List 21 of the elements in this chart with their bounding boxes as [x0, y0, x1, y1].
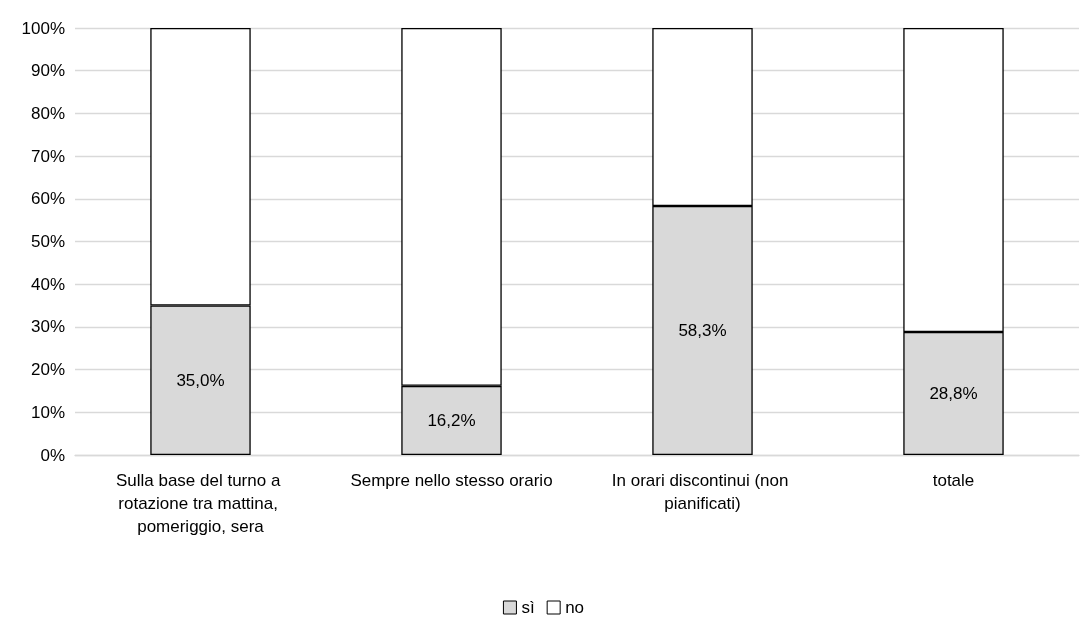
data-label: 58,3% — [678, 321, 727, 341]
y-tick-label: 40% — [30, 274, 65, 294]
y-tick-label: 100% — [21, 18, 65, 38]
y-tick-label: 90% — [30, 61, 65, 81]
x-tick-label: totale — [932, 471, 975, 490]
legend-label: sì — [521, 598, 535, 617]
y-tick-label: 70% — [30, 146, 65, 166]
y-tick-label: 80% — [30, 103, 65, 123]
y-tick-label: 50% — [30, 232, 65, 251]
x-tick-label: Sempre nello stesso orario — [350, 471, 553, 490]
y-tick-label: 20% — [30, 360, 65, 380]
x-tick-label: Sulla base del turno a rotazione tra mattina, pomeriggio, sera — [115, 471, 286, 536]
data-label: 35,0% — [176, 370, 225, 390]
y-tick-label: 0% — [40, 445, 65, 465]
y-tick-label: 60% — [30, 189, 65, 209]
y-tick-label: 10% — [30, 402, 65, 422]
legend-label: no — [565, 598, 585, 617]
x-tick-label: In orari discontinui (non pianificati) — [611, 471, 794, 513]
data-label: 28,8% — [929, 384, 978, 404]
data-label: 16,2% — [427, 410, 476, 430]
y-tick-label: 30% — [30, 317, 65, 337]
